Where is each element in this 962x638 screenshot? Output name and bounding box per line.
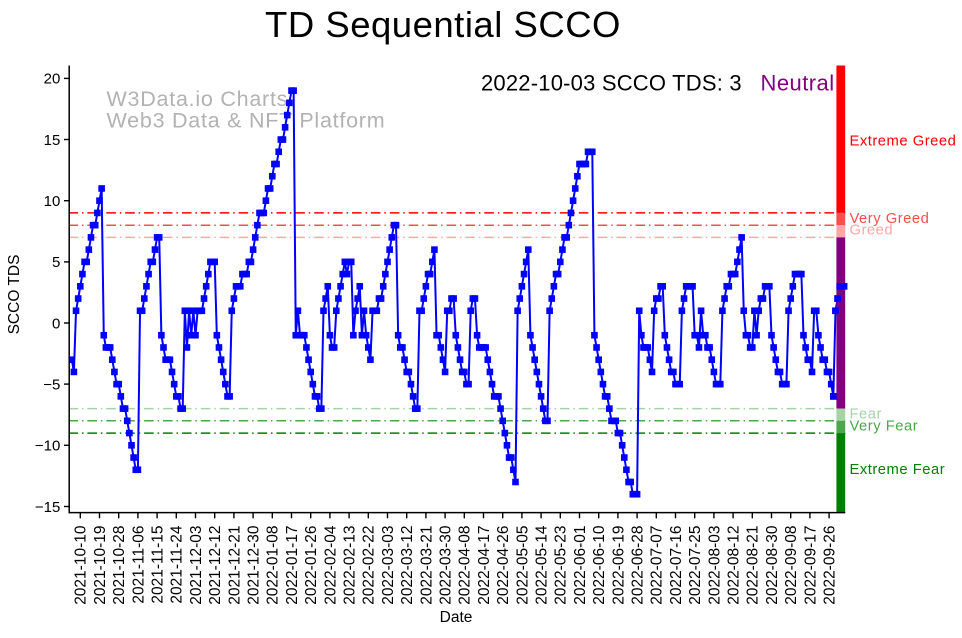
svg-text:15: 15 <box>44 132 61 149</box>
svg-text:2022-03-21: 2022-03-21 <box>418 526 435 605</box>
svg-text:2022-07-07: 2022-07-07 <box>649 526 666 605</box>
svg-text:2021-12-21: 2021-12-21 <box>226 526 243 605</box>
svg-text:2022-08-30: 2022-08-30 <box>764 525 781 605</box>
svg-text:2022-02-22: 2022-02-22 <box>361 526 378 605</box>
svg-text:2022-03-03: 2022-03-03 <box>380 526 397 605</box>
svg-text:−5: −5 <box>43 376 60 393</box>
svg-text:2021-11-24: 2021-11-24 <box>169 525 186 604</box>
svg-text:2022-04-17: 2022-04-17 <box>476 526 493 605</box>
svg-text:2022-03-30: 2022-03-30 <box>438 525 455 605</box>
svg-text:Date: Date <box>440 609 473 626</box>
svg-text:2022-06-19: 2022-06-19 <box>610 526 627 605</box>
svg-text:2022-08-12: 2022-08-12 <box>726 526 743 605</box>
svg-text:2021-11-06: 2021-11-06 <box>130 526 147 604</box>
svg-text:2021-12-12: 2021-12-12 <box>207 526 224 605</box>
svg-text:−15: −15 <box>35 499 60 516</box>
svg-text:Web3 Data & NFT Platform: Web3 Data & NFT Platform <box>107 108 386 132</box>
svg-text:2022-04-08: 2022-04-08 <box>457 526 474 605</box>
svg-text:Fear: Fear <box>850 406 882 422</box>
svg-text:2022-07-25: 2022-07-25 <box>687 526 704 605</box>
svg-text:2022-01-17: 2022-01-17 <box>284 526 301 605</box>
svg-text:2022-02-04: 2022-02-04 <box>322 525 339 605</box>
svg-text:2021-10-19: 2021-10-19 <box>92 526 109 605</box>
svg-text:2021-12-03: 2021-12-03 <box>188 526 205 605</box>
svg-text:Neutral: Neutral <box>761 71 835 96</box>
svg-text:Extreme Greed: Extreme Greed <box>850 134 957 150</box>
svg-text:2022-06-01: 2022-06-01 <box>572 526 589 605</box>
svg-text:2022-06-10: 2022-06-10 <box>591 525 608 605</box>
svg-text:10: 10 <box>44 193 61 210</box>
svg-text:2022-09-26: 2022-09-26 <box>822 526 839 605</box>
svg-text:2022-06-28: 2022-06-28 <box>630 526 647 605</box>
svg-text:Very Greed: Very Greed <box>850 211 930 227</box>
svg-text:Extreme Fear: Extreme Fear <box>850 462 946 478</box>
svg-text:20: 20 <box>44 71 61 88</box>
svg-text:2021-11-15: 2021-11-15 <box>150 526 167 604</box>
svg-text:2022-09-17: 2022-09-17 <box>802 526 819 605</box>
svg-text:2022-01-26: 2022-01-26 <box>303 526 320 605</box>
svg-text:W3Data.io Charts: W3Data.io Charts <box>107 87 289 111</box>
svg-text:2022-01-08: 2022-01-08 <box>265 526 282 605</box>
svg-text:SCCO TDS: SCCO TDS <box>6 255 23 335</box>
svg-text:Very Fear: Very Fear <box>850 418 919 434</box>
svg-text:2022-05-14: 2022-05-14 <box>534 525 551 605</box>
svg-text:2021-10-10: 2021-10-10 <box>73 525 90 605</box>
svg-text:−10: −10 <box>35 438 60 455</box>
svg-text:2022-08-03: 2022-08-03 <box>706 526 723 605</box>
svg-text:2022-04-26: 2022-04-26 <box>495 526 512 605</box>
svg-text:Greed: Greed <box>850 222 894 238</box>
svg-text:2022-08-21: 2022-08-21 <box>745 526 762 605</box>
svg-text:5: 5 <box>52 254 60 271</box>
svg-text:2022-09-08: 2022-09-08 <box>783 526 800 605</box>
svg-text:2022-07-16: 2022-07-16 <box>668 526 685 605</box>
svg-text:2022-05-05: 2022-05-05 <box>514 526 531 605</box>
svg-text:2021-12-30: 2021-12-30 <box>246 525 263 605</box>
svg-text:2022-02-13: 2022-02-13 <box>342 526 359 605</box>
svg-text:2021-10-28: 2021-10-28 <box>111 526 128 605</box>
svg-text:2022-05-23: 2022-05-23 <box>553 526 570 605</box>
svg-text:0: 0 <box>52 315 60 332</box>
svg-text:TD Sequential SCCO: TD Sequential SCCO <box>265 4 621 45</box>
svg-text:2022-03-12: 2022-03-12 <box>399 526 416 605</box>
svg-text:2022-10-03 SCCO TDS: 3: 2022-10-03 SCCO TDS: 3 <box>481 71 742 96</box>
